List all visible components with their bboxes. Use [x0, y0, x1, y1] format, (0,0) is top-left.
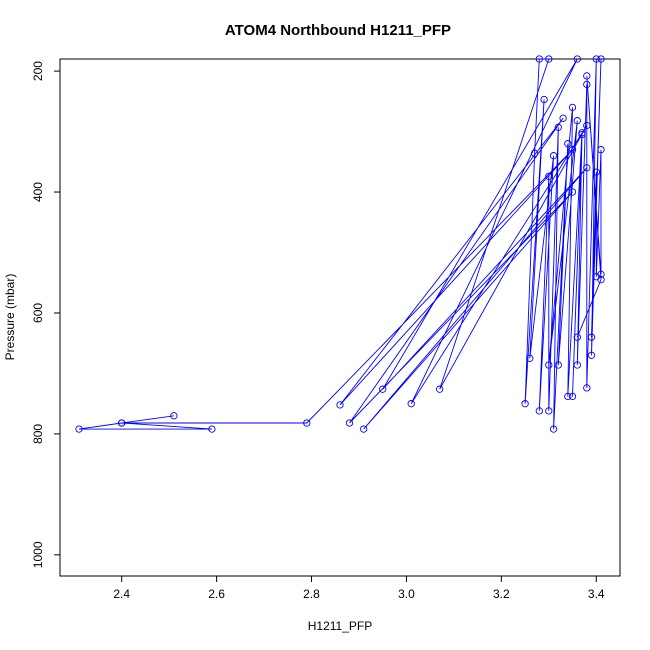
y-axis: 200 400 600 800 1000 — [31, 61, 60, 568]
x-tick-label: 3.2 — [493, 587, 510, 601]
data-point — [587, 351, 596, 359]
data-point — [578, 130, 586, 139]
data-point — [436, 385, 444, 393]
data-point — [545, 172, 553, 180]
data-series — [75, 55, 605, 433]
data-point — [568, 188, 577, 196]
data-point — [568, 103, 577, 112]
data-point — [583, 384, 591, 392]
data-point — [573, 333, 581, 341]
data-point — [583, 121, 591, 130]
data-point — [592, 55, 600, 63]
data-point — [540, 95, 548, 104]
data-point — [568, 392, 577, 401]
data-point — [407, 400, 415, 408]
data-point — [597, 146, 605, 154]
series-line — [78, 58, 602, 430]
data-point — [554, 361, 562, 369]
data-point — [573, 55, 581, 63]
data-point — [208, 425, 216, 433]
data-point — [564, 392, 572, 401]
data-point — [535, 55, 543, 63]
data-point — [592, 168, 600, 176]
data-point — [530, 149, 539, 157]
y-tick-label: 1000 — [31, 541, 45, 568]
data-point — [549, 425, 558, 433]
data-point — [545, 407, 553, 415]
data-point — [573, 117, 581, 125]
data-point — [545, 55, 553, 63]
data-point — [583, 80, 591, 89]
y-tick-label: 200 — [31, 61, 45, 81]
data-point — [303, 419, 311, 427]
data-point — [568, 146, 577, 154]
data-point — [573, 361, 581, 369]
x-tick-label: 3.0 — [398, 587, 415, 601]
data-point — [564, 140, 572, 148]
data-point — [545, 361, 553, 369]
data-point — [345, 419, 354, 427]
data-point — [170, 412, 178, 420]
data-point — [583, 164, 591, 172]
y-tick-label: 400 — [31, 182, 45, 202]
data-point — [535, 407, 543, 415]
data-point — [554, 123, 562, 131]
data-point — [549, 152, 558, 160]
data-point — [336, 401, 344, 409]
x-tick-label: 2.4 — [113, 587, 130, 601]
data-point — [360, 425, 368, 433]
data-point — [559, 114, 567, 122]
data-point — [583, 72, 591, 80]
data-point — [587, 333, 596, 341]
data-point — [379, 385, 387, 393]
data-point — [597, 270, 605, 278]
x-tick-label: 2.8 — [303, 587, 320, 601]
x-tick-label: 3.4 — [588, 587, 605, 601]
y-axis-title: Pressure (mbar) — [3, 274, 17, 361]
data-point — [578, 129, 586, 137]
y-tick-label: 800 — [31, 424, 45, 444]
data-point — [526, 354, 534, 362]
data-point — [597, 55, 605, 63]
y-tick-label: 600 — [31, 303, 45, 323]
chart-title: ATOM4 Northbound H1211_PFP — [225, 22, 451, 39]
data-point — [521, 400, 529, 408]
x-tick-label: 2.6 — [208, 587, 225, 601]
x-axis-title: H1211_PFP — [308, 619, 372, 633]
data-point — [597, 276, 605, 284]
data-point — [118, 419, 126, 427]
data-point — [75, 425, 83, 433]
x-axis: 2.4 2.6 2.8 3.0 3.2 3.4 — [113, 576, 605, 601]
plot-area-frame — [59, 58, 621, 577]
